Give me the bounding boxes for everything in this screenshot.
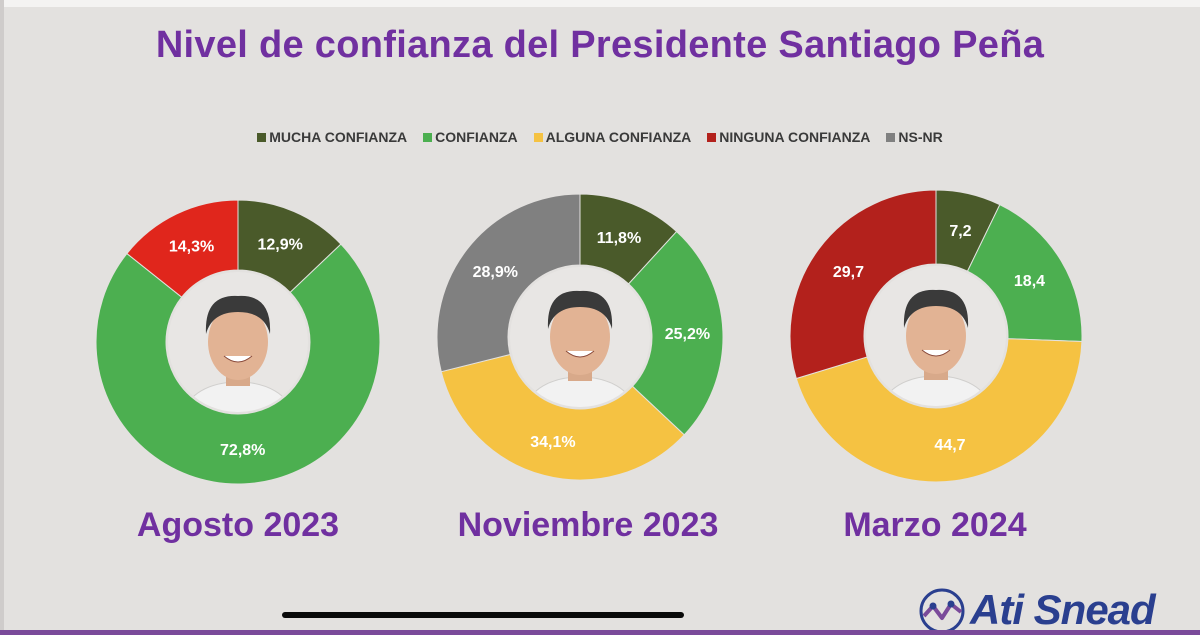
period-title: Noviembre 2023 [457,506,719,544]
legend: MUCHA CONFIANZA CONFIANZA ALGUNA CONFIANZA… [0,129,1200,145]
donut-chart: 7,2 18,4 44,7 29,7 [789,189,1083,483]
donut-slice [627,230,724,436]
data-label: 11,8% [597,230,641,247]
data-label: 14,3% [169,239,214,256]
legend-item: NS-NR [886,129,943,145]
data-label: 7,2 [949,223,971,240]
data-label: 44,7 [934,437,965,454]
period-title: Agosto 2023 [136,506,340,544]
legend-swatch [886,132,896,142]
legend-swatch [257,132,267,142]
data-label: 72,8% [220,442,265,459]
donut-slice [95,243,381,485]
data-label: 29,7 [833,264,864,281]
donut-slice [795,338,1083,483]
legend-swatch [533,132,543,142]
data-label: 12,9% [257,237,302,254]
data-label: 28,9% [473,264,518,281]
data-label: 34,1% [530,434,575,451]
period-title: Marzo 2024 [843,506,1027,544]
brand-logo-icon [919,588,965,634]
legend-label: NS-NR [898,129,943,145]
chart-title: Nivel de confianza del Presidente Santia… [155,24,1045,66]
bottom-strip [0,630,1200,635]
brand-name: Ati Snead [970,586,1156,633]
scroll-indicator[interactable] [282,612,684,618]
donut-slice [440,353,685,481]
donut-chart: 12,9% 72,8% 14,3% [95,199,381,485]
data-label: 18,4 [1014,273,1045,290]
legend-label: CONFIANZA [435,129,518,145]
brand-logo: Ati Snead [916,584,1200,635]
left-border [0,0,4,635]
legend-item: MUCHA CONFIANZA [257,129,407,145]
legend-label: ALGUNA CONFIANZA [545,129,692,145]
legend-label: NINGUNA CONFIANZA [719,129,871,145]
legend-swatch [423,132,433,142]
legend-label: MUCHA CONFIANZA [269,129,408,145]
donut-slice [436,193,581,373]
top-border [0,0,1200,7]
donut-slice [789,189,937,380]
donut-slice [126,199,239,298]
legend-item: ALGUNA CONFIANZA [533,129,692,145]
donut-slice [966,204,1083,343]
legend-swatch [707,132,717,142]
legend-item: NINGUNA CONFIANZA [707,129,870,145]
portrait-photo [866,266,1006,406]
portrait-photo [168,272,308,412]
data-label: 25,2% [665,326,710,343]
portrait-photo [510,267,650,407]
donut-chart: 11,8% 25,2% 34,1% 28,9% [436,193,724,481]
legend-item: CONFIANZA [423,129,518,145]
